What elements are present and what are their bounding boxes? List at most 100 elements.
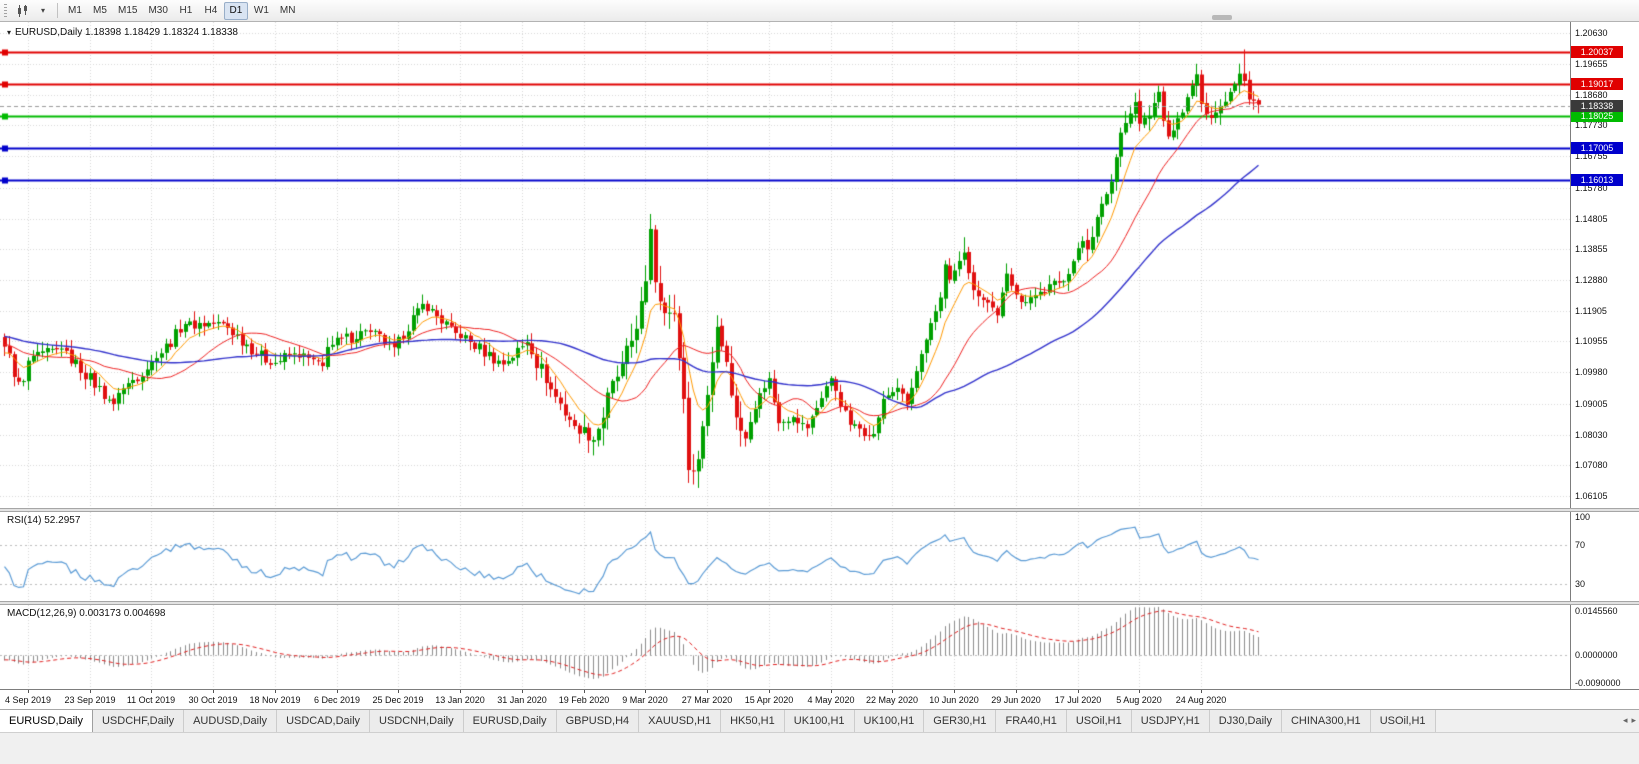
chart-tab-18[interactable]: USOil,H1	[1370, 710, 1436, 732]
date-axis-label: 30 Oct 2019	[188, 695, 238, 705]
price-axis-label: 1.14805	[1575, 213, 1608, 224]
chart-tab-11[interactable]: UK100,H1	[854, 710, 925, 732]
date-tick	[90, 690, 91, 693]
chart-tab-10[interactable]: UK100,H1	[784, 710, 855, 732]
hline-price-box: 1.16013	[1571, 174, 1623, 187]
price-axis: 1.20630 1.19655 1.18680 1.17730 1.16755 1.157…	[1570, 22, 1639, 689]
date-axis-label: 4 Sep 2019	[4, 695, 52, 705]
chart-header: ▾ EURUSD,Daily 1.18398 1.18429 1.18324 1…	[7, 27, 238, 38]
date-axis-label: 18 Nov 2019	[249, 695, 301, 705]
hline-price-box: 1.18025	[1571, 109, 1623, 122]
date-tick	[1139, 690, 1140, 693]
date-tick	[1078, 690, 1079, 693]
date-axis-label: 9 Mar 2020	[622, 695, 668, 705]
date-tick	[831, 690, 832, 693]
timeframe-button-m5[interactable]: M5	[88, 2, 112, 20]
chart-type-button[interactable]	[12, 2, 34, 20]
rsi-indicator-label: RSI(14) 52.2957	[7, 515, 81, 526]
date-axis-label: 22 May 2020	[865, 695, 919, 705]
price-axis-label: 1.13855	[1575, 243, 1608, 254]
timeframe-button-m1[interactable]: M1	[63, 2, 87, 20]
candlestick-chart-icon	[18, 4, 27, 17]
price-axis-label: 1.09980	[1575, 367, 1608, 378]
chart-tab-5[interactable]: USDCNH,Daily	[370, 710, 464, 732]
chart-tab-4[interactable]: USDCAD,Daily	[277, 710, 371, 732]
price-axis-label: 1.19655	[1575, 58, 1608, 69]
chart-tab-14[interactable]: USOil,H1	[1066, 710, 1132, 732]
date-axis-label: 27 Mar 2020	[681, 695, 733, 705]
chart-tab-1[interactable]: EURUSD,Daily	[0, 710, 93, 732]
timeframe-button-h1[interactable]: H1	[174, 2, 198, 20]
pane-splitter-rsi[interactable]	[0, 508, 1639, 512]
date-tick	[954, 690, 955, 693]
price-axis-label: 1.12880	[1575, 274, 1608, 285]
chart-tab-7[interactable]: GBPUSD,H4	[556, 710, 640, 732]
chart-toolbar: ▾ M1 M5 M15 M30 H1 H4 D1 W1 MN	[0, 0, 1639, 22]
chart-type-dropdown-icon[interactable]: ▾	[34, 2, 52, 20]
date-axis-label: 29 Jun 2020	[991, 695, 1041, 705]
price-axis-label: 1.09005	[1575, 398, 1608, 409]
macd-indicator-canvas[interactable]	[0, 605, 1570, 689]
date-axis-label: 17 Jul 2020	[1054, 695, 1102, 705]
tab-scroll-left-icon[interactable]: ◂	[1622, 715, 1628, 725]
chart-tab-15[interactable]: USDJPY,H1	[1131, 710, 1210, 732]
date-axis-label: 24 Aug 2020	[1175, 695, 1227, 705]
date-axis-label: 11 Oct 2019	[126, 695, 176, 705]
price-axis-label: 1.20630	[1575, 27, 1608, 38]
chart-menu-icon[interactable]: ▾	[7, 27, 12, 37]
chart-tab-6[interactable]: EURUSD,Daily	[463, 710, 557, 732]
date-tick	[1201, 690, 1202, 693]
chart-tab-2[interactable]: USDCHF,Daily	[92, 710, 185, 732]
price-axis-label: 1.17730	[1575, 120, 1608, 131]
time-axis: 4 Sep 2019 23 Sep 2019 11 Oct 2019 30 Oct 2…	[0, 689, 1639, 709]
hline-price-box: 1.17005	[1571, 142, 1623, 155]
rsi-axis-label: 70	[1575, 540, 1586, 551]
chart-tab-16[interactable]: DJ30,Daily	[1209, 710, 1282, 732]
chart-tab-17[interactable]: CHINA300,H1	[1281, 710, 1371, 732]
current-price-box: 1.18338	[1571, 99, 1623, 112]
toolbar-separator	[57, 3, 58, 18]
pane-splitter-macd[interactable]	[0, 601, 1639, 605]
price-axis-label: 1.18680	[1575, 90, 1608, 101]
toolbar-grip[interactable]	[4, 3, 7, 18]
chart-hscroll-thumb[interactable]	[1212, 15, 1232, 20]
date-axis-label: 13 Jan 2020	[435, 695, 485, 705]
date-tick	[769, 690, 770, 693]
timeframe-button-m15[interactable]: M15	[113, 2, 142, 20]
chart-tab-9[interactable]: HK50,H1	[721, 710, 785, 732]
chart-tab-12[interactable]: GER30,H1	[924, 710, 997, 732]
chart-tabs: EURUSD,Daily USDCHF,Daily AUDUSD,Daily USDC…	[0, 710, 1639, 733]
date-tick	[522, 690, 523, 693]
date-axis-label: 6 Dec 2019	[313, 695, 361, 705]
date-axis-label: 4 May 2020	[807, 695, 855, 705]
price-chart-canvas[interactable]	[0, 22, 1570, 508]
macd-axis-label: 0.0000000	[1575, 649, 1618, 660]
chart-tab-3[interactable]: AUDUSD,Daily	[184, 710, 278, 732]
date-axis-label: 31 Jan 2020	[497, 695, 547, 705]
price-axis-label: 1.10955	[1575, 336, 1608, 347]
tab-scroll-arrows: ◂ ▸	[1619, 715, 1636, 726]
price-axis-label: 1.16755	[1575, 151, 1608, 162]
chart-ohlc-text: EURUSD,Daily 1.18398 1.18429 1.18324 1.1…	[15, 27, 238, 38]
price-axis-label: 1.11905	[1575, 306, 1607, 317]
price-axis-label: 1.06105	[1575, 491, 1608, 502]
date-tick	[892, 690, 893, 693]
date-tick	[337, 690, 338, 693]
timeframe-button-h4[interactable]: H4	[199, 2, 223, 20]
timeframe-button-mn[interactable]: MN	[275, 2, 301, 20]
chart-tab-bar: EURUSD,Daily USDCHF,Daily AUDUSD,Daily USDC…	[0, 709, 1639, 764]
rsi-axis-label: 30	[1575, 578, 1586, 589]
timeframe-button-w1[interactable]: W1	[249, 2, 274, 20]
macd-axis-label: 0.0145560	[1575, 606, 1618, 616]
price-axis-label: 1.07080	[1575, 459, 1608, 470]
timeframe-button-d1[interactable]: D1	[223, 1, 248, 20]
chart-tab-13[interactable]: FRA40,H1	[996, 710, 1067, 732]
rsi-axis-label: 100	[1575, 511, 1591, 522]
date-axis-label: 10 Jun 2020	[929, 695, 979, 705]
timeframe-button-m30[interactable]: M30	[143, 2, 172, 20]
tab-scroll-right-icon[interactable]: ▸	[1631, 715, 1636, 725]
chart-tab-8[interactable]: XAUUSD,H1	[639, 710, 722, 732]
price-axis-label: 1.15780	[1575, 182, 1608, 193]
rsi-indicator-canvas[interactable]	[0, 512, 1570, 601]
date-axis-label: 19 Feb 2020	[558, 695, 610, 705]
